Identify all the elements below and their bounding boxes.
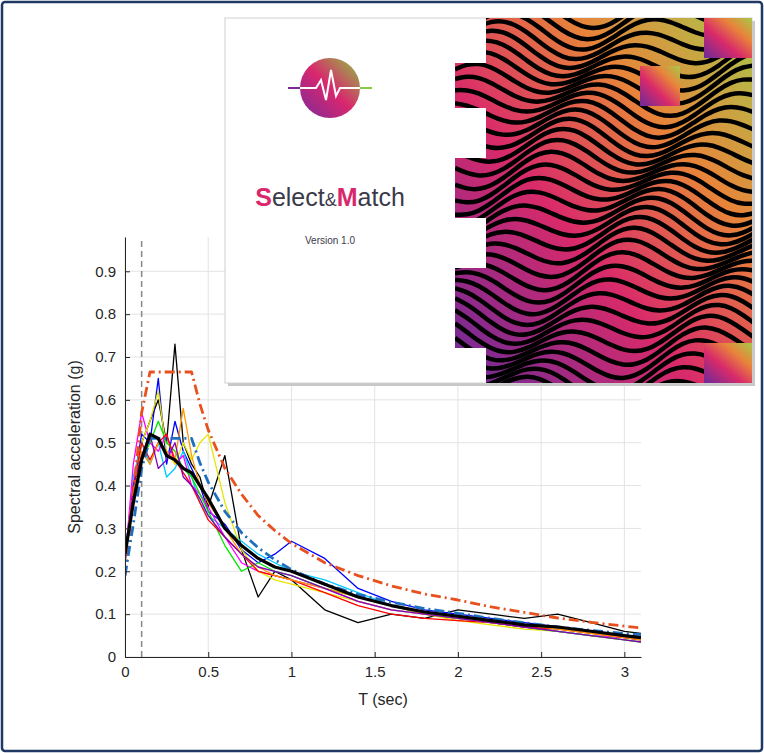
tick: 1: [288, 652, 296, 680]
series-line: [125, 391, 641, 642]
tick: 3: [621, 652, 629, 680]
tick-label: 0.6: [95, 391, 116, 408]
tick-label: 2: [454, 663, 462, 680]
tick-label: 0.1: [95, 605, 116, 622]
tick: 2.5: [531, 652, 552, 680]
grid-line-x: [125, 237, 126, 657]
tick-mark: [125, 657, 130, 658]
tick: 1.5: [365, 652, 386, 680]
logo-wave: [290, 70, 370, 100]
axis-line: [126, 657, 642, 658]
tick-mark: [291, 652, 292, 657]
series-line: [125, 421, 641, 642]
tick-mark: [125, 443, 130, 444]
series-line: [125, 443, 641, 640]
tick-label: 0.5: [95, 434, 116, 451]
axis-line: [125, 238, 126, 658]
tick-label: 2.5: [531, 663, 552, 680]
tick: 0.8: [95, 305, 130, 322]
inset-subtitle: Version 1.0: [305, 235, 355, 246]
tick-mark: [125, 314, 130, 315]
pattern-stripe: [455, 0, 755, 3]
tick-label: 0.8: [95, 305, 116, 322]
grid-line-y: [125, 571, 641, 572]
series-line: [125, 408, 641, 639]
y-axis: 0 0.1 0.2 0.3 0.4 0.5 0.6 0.7 0.8 0.9: [95, 238, 130, 666]
tick: 2: [454, 652, 462, 680]
pattern-stripe: [455, 404, 755, 440]
tick: 0.9: [95, 263, 130, 280]
tick-mark: [125, 614, 130, 615]
series-line: [125, 413, 641, 640]
series-line: [125, 434, 641, 640]
tick-label: 0: [108, 648, 116, 665]
tick-label: 0.2: [95, 563, 116, 580]
grid-line-y: [125, 528, 641, 529]
tick: 0.5: [95, 434, 130, 451]
tick-mark: [125, 357, 130, 358]
pattern-block: [640, 66, 680, 106]
tick-mark: [375, 652, 376, 657]
tick: 0.2: [95, 563, 130, 580]
logo-rule: [360, 87, 372, 89]
grid-line-x: [208, 237, 209, 657]
grid-line-y: [125, 657, 641, 658]
pattern-stripe: [455, 426, 755, 465]
grid-line-y: [125, 399, 641, 400]
pattern-block: [704, 18, 752, 58]
pattern-stripe: [455, 110, 755, 148]
pattern-stripe: [455, 0, 755, 16]
series-line: [125, 372, 641, 628]
x-axis: 0 0.5 1 1.5 2 2.5 3: [121, 652, 641, 680]
tick: 0.1: [95, 605, 130, 622]
chart-root: 0 0.5 1 1.5 2 2.5 3 0 0.1 0.2 0.3 0.4 0.5 0.6 0.7 0.8 0.…: [0, 0, 764, 753]
tick-label: 0.5: [198, 663, 219, 680]
tick-mark: [624, 652, 625, 657]
series-line: [125, 434, 641, 642]
grid-line-y: [125, 442, 641, 443]
tick: 0.3: [95, 520, 130, 537]
pattern-stripe: [455, 415, 755, 453]
tick-mark: [541, 652, 542, 657]
tick-label: 3: [621, 663, 629, 680]
tick: 0.7: [95, 348, 130, 365]
inset: Select&Match Version 1.0: [225, 0, 755, 466]
tick: 0: [108, 648, 130, 665]
inset-pattern: [455, 0, 755, 466]
tick-label: 0: [121, 663, 129, 680]
tick: 0.4: [95, 477, 130, 494]
series-line: [125, 438, 641, 634]
tick-mark: [125, 400, 130, 401]
tick: 0.6: [95, 391, 130, 408]
tick-label: 0.9: [95, 263, 116, 280]
tick-mark: [125, 571, 130, 572]
logo-rule: [288, 87, 300, 89]
pattern-stripe: [455, 305, 755, 344]
y-axis-title: Spectral acceleration (g): [66, 360, 83, 533]
tick-mark: [208, 652, 209, 657]
tick-label: 0.7: [95, 348, 116, 365]
tick-mark: [125, 528, 130, 529]
tick-label: 0.3: [95, 520, 116, 537]
page-frame: [2, 2, 762, 751]
tick-mark: [125, 271, 130, 272]
tick-label: 1: [288, 663, 296, 680]
pattern-block: [704, 343, 752, 383]
inset-title: Select&Match: [255, 183, 405, 211]
tick-mark: [125, 486, 130, 487]
tick-mark: [458, 652, 459, 657]
pattern-stripe: [455, 394, 755, 432]
tick-label: 1.5: [365, 663, 386, 680]
tick-label: 0.4: [95, 477, 116, 494]
pattern-stripe: [455, 385, 755, 423]
tick: 0.5: [198, 652, 219, 680]
grid-line-y: [125, 614, 641, 615]
x-axis-title: T (sec): [358, 691, 407, 708]
series-line: [125, 434, 641, 638]
